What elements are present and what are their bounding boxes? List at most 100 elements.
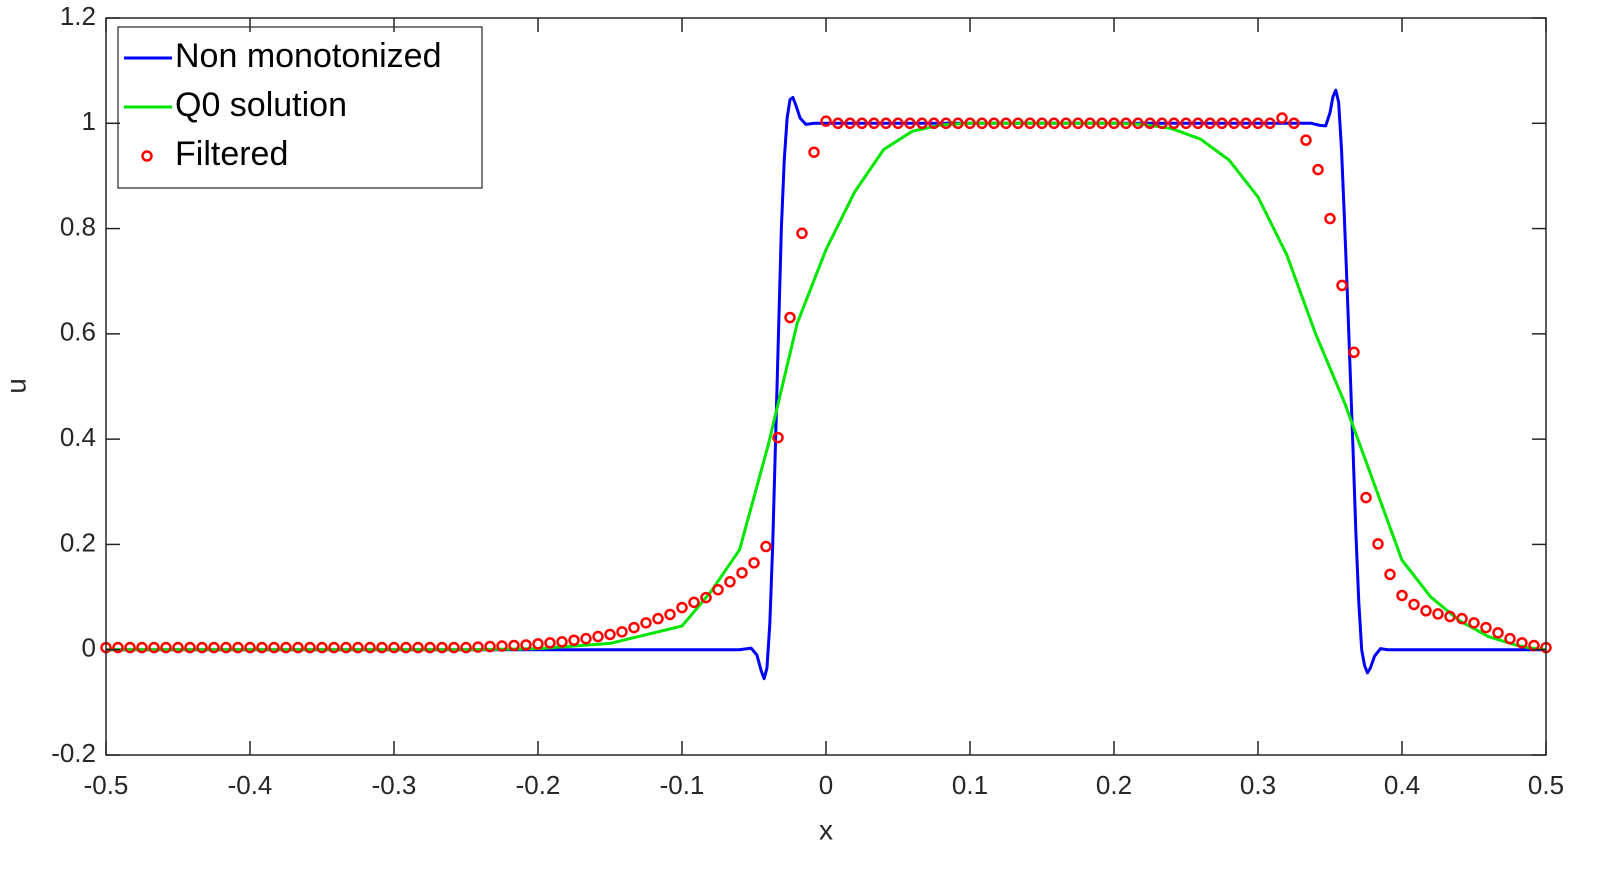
data-point xyxy=(268,641,280,654)
data-point xyxy=(916,117,928,130)
data-point xyxy=(1096,117,1108,130)
x-tick-label: -0.5 xyxy=(84,770,129,800)
data-point xyxy=(592,630,604,643)
data-point xyxy=(1048,117,1060,130)
data-point xyxy=(160,641,172,654)
data-point xyxy=(484,640,496,653)
y-axis-label: u xyxy=(0,378,31,394)
data-point xyxy=(628,621,640,634)
data-point xyxy=(1252,117,1264,130)
data-point xyxy=(1348,346,1360,359)
data-point xyxy=(1072,117,1084,130)
data-point xyxy=(220,641,232,654)
data-point xyxy=(148,641,160,654)
y-tick-label: 0 xyxy=(82,633,96,663)
y-tick-label: 0.8 xyxy=(60,211,96,241)
data-point xyxy=(748,557,760,569)
data-point xyxy=(448,641,460,654)
data-point xyxy=(856,117,868,130)
data-point xyxy=(136,641,148,654)
data-point xyxy=(820,115,832,127)
data-point xyxy=(364,641,376,654)
data-point xyxy=(1036,117,1048,130)
x-tick-label: -0.2 xyxy=(516,770,561,800)
data-point xyxy=(1360,491,1372,504)
data-point xyxy=(928,117,940,130)
data-point xyxy=(544,637,556,649)
y-tick-label: 0.6 xyxy=(60,317,96,347)
data-point xyxy=(388,641,400,654)
data-point xyxy=(616,626,628,638)
y-tick-label: 0.4 xyxy=(60,422,96,452)
x-tick-label: 0 xyxy=(819,770,833,800)
x-tick-label: -0.3 xyxy=(372,770,417,800)
data-point xyxy=(436,641,448,654)
data-point xyxy=(712,583,724,596)
y-tick-label: 1 xyxy=(82,106,96,136)
data-point xyxy=(964,117,976,130)
data-point xyxy=(784,311,796,324)
data-point xyxy=(580,632,592,645)
data-point xyxy=(688,596,700,609)
data-point xyxy=(1372,538,1384,550)
data-point xyxy=(664,608,676,621)
y-tick-label: 1.2 xyxy=(60,1,96,31)
data-point xyxy=(904,117,916,130)
x-tick-label: 0.5 xyxy=(1528,770,1564,800)
data-point xyxy=(472,641,484,653)
data-point xyxy=(232,641,244,654)
data-point xyxy=(676,601,688,614)
data-point xyxy=(1084,117,1096,130)
legend-label: Non monotonized xyxy=(175,37,442,75)
data-point xyxy=(652,612,664,625)
data-point xyxy=(280,641,292,654)
data-point xyxy=(1456,612,1468,625)
data-point xyxy=(1288,117,1300,130)
legend-box xyxy=(117,26,483,189)
data-point xyxy=(1000,117,1012,130)
legend-marker xyxy=(141,150,153,162)
data-point xyxy=(1228,117,1240,130)
data-point xyxy=(1012,117,1024,130)
data-point xyxy=(1384,568,1396,581)
data-point xyxy=(244,641,256,654)
data-point xyxy=(952,117,964,130)
data-point xyxy=(808,146,820,158)
data-point xyxy=(172,641,184,654)
data-point xyxy=(724,576,736,588)
data-point xyxy=(1300,134,1312,146)
data-point xyxy=(1396,589,1408,602)
data-point xyxy=(700,591,712,604)
data-point xyxy=(1192,117,1204,130)
data-point xyxy=(568,634,580,646)
data-point xyxy=(1420,605,1432,617)
data-point xyxy=(1468,617,1480,629)
data-point xyxy=(1504,632,1516,645)
x-tick-label: -0.1 xyxy=(660,770,705,800)
series-line xyxy=(106,88,1546,681)
legend-label: Filtered xyxy=(175,135,288,173)
y-tick-label: 0.2 xyxy=(60,527,96,557)
data-point xyxy=(124,641,136,654)
x-tick-label: 0.4 xyxy=(1384,770,1420,800)
data-point xyxy=(868,117,880,130)
data-point xyxy=(1024,117,1036,130)
data-point xyxy=(532,638,544,650)
data-point xyxy=(1324,212,1336,225)
data-point xyxy=(1516,637,1528,649)
data-point xyxy=(1120,117,1132,130)
legend-label: Q0 solution xyxy=(175,86,347,124)
data-point xyxy=(508,639,520,652)
data-point xyxy=(556,636,568,648)
data-point xyxy=(988,117,1000,130)
data-point xyxy=(412,641,424,654)
data-point xyxy=(112,641,124,654)
data-point xyxy=(892,117,904,130)
data-point xyxy=(316,641,328,654)
data-point xyxy=(208,641,220,654)
x-tick-label: -0.4 xyxy=(228,770,273,800)
data-point xyxy=(1108,117,1120,130)
y-tick-label: -0.2 xyxy=(51,738,96,768)
data-point xyxy=(1180,117,1192,130)
